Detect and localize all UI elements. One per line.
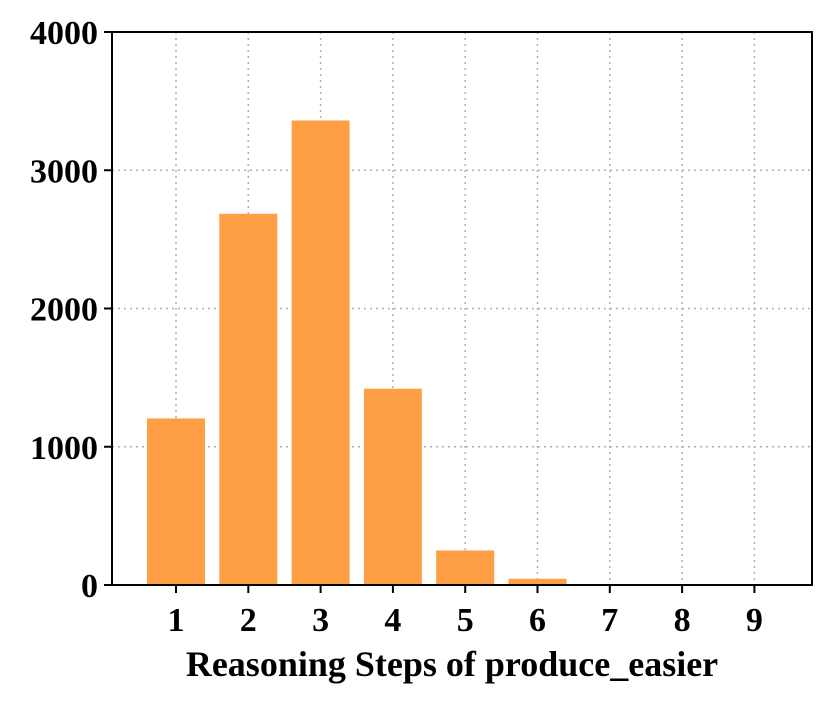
x-tick-label: 9 xyxy=(746,602,763,639)
x-tick-label: 4 xyxy=(384,602,401,639)
y-tick-label: 0 xyxy=(81,568,98,605)
y-tick-label: 1000 xyxy=(30,430,98,467)
bars xyxy=(147,120,784,585)
bar-6 xyxy=(508,578,567,585)
x-tick-label: 3 xyxy=(312,602,329,639)
x-axis-label: Reasoning Steps of produce_easier xyxy=(186,644,718,684)
x-tick-label: 2 xyxy=(240,602,257,639)
bar-4 xyxy=(363,388,422,585)
bar-2 xyxy=(219,213,278,585)
bar-5 xyxy=(436,550,495,585)
x-tick-label: 7 xyxy=(601,602,618,639)
bar-1 xyxy=(147,418,205,585)
x-tick-label: 5 xyxy=(457,602,474,639)
x-tick-label: 6 xyxy=(529,602,546,639)
x-tick-label: 1 xyxy=(168,602,185,639)
y-tick-label: 3000 xyxy=(30,153,98,190)
y-tick-label: 2000 xyxy=(30,292,98,329)
y-axis-ticks: 0 1000 2000 3000 4000 xyxy=(30,15,112,605)
bar-3 xyxy=(291,120,350,585)
x-axis-ticks: 1 2 3 4 5 6 7 8 9 xyxy=(168,585,763,639)
grid-lines xyxy=(112,32,812,585)
x-tick-label: 8 xyxy=(674,602,691,639)
y-tick-label: 4000 xyxy=(30,15,98,52)
